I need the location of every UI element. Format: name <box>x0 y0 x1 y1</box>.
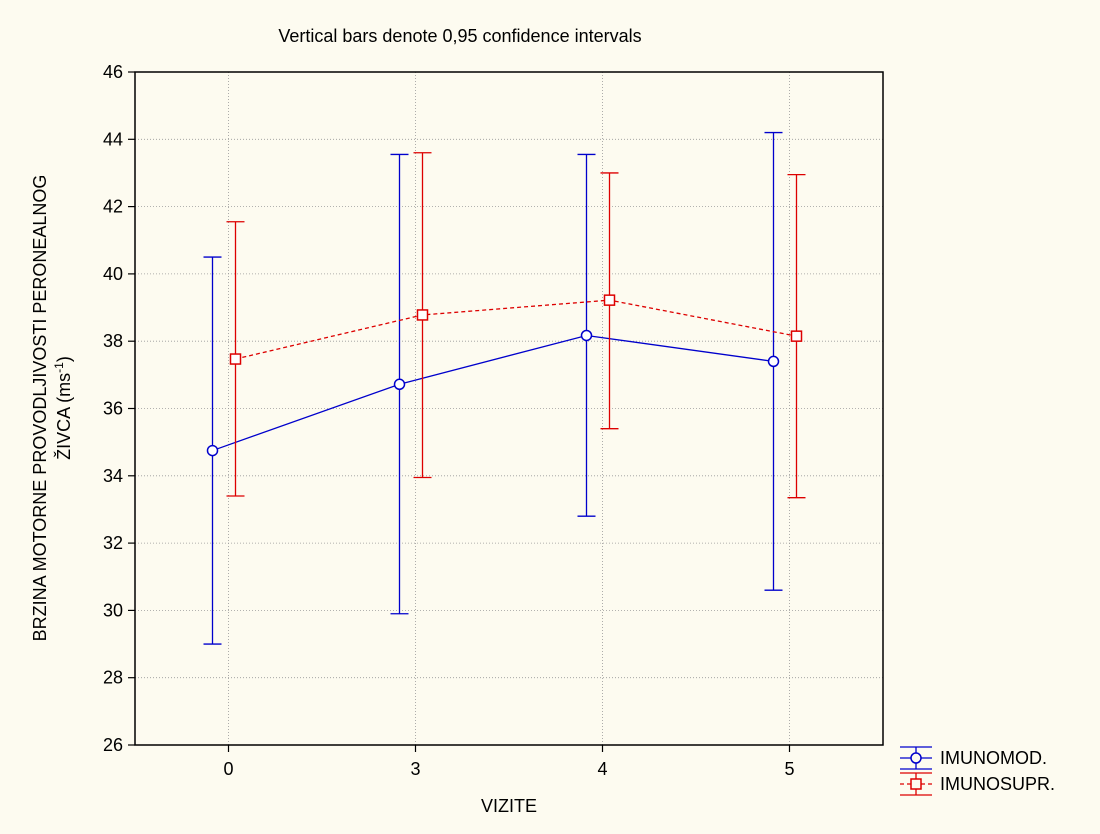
data-point <box>206 444 219 457</box>
legend-label: IMUNOSUPR. <box>940 774 1055 794</box>
x-tick-label: 3 <box>410 759 420 779</box>
x-tick-label: 4 <box>597 759 607 779</box>
series-line <box>212 334 774 452</box>
y-tick-label: 34 <box>103 466 123 486</box>
data-point <box>603 294 616 306</box>
y-tick-label: 38 <box>103 331 123 351</box>
x-axis: 0 3 4 5 <box>223 745 795 779</box>
y-tick-label: 28 <box>103 668 123 688</box>
series-layer <box>203 131 806 645</box>
y-tick-label: 44 <box>103 129 123 149</box>
chart-title: Vertical bars denote 0,95 confidence int… <box>278 26 641 46</box>
data-point <box>580 329 593 342</box>
legend-label: IMUNOMOD. <box>940 748 1047 768</box>
y-axis-label-superscript: -1 <box>52 362 66 373</box>
x-tick-label: 5 <box>784 759 794 779</box>
series-line <box>235 299 797 360</box>
legend: IMUNOMOD. IMUNOSUPR. <box>900 746 1055 796</box>
series-imunosupr <box>226 152 806 499</box>
y-axis-label-line2: ŽIVCA (ms-1) <box>52 356 74 460</box>
series-imunomod <box>203 131 783 645</box>
y-axis-label: BRZINA MOTORNE PROVODLJIVOSTI PERONEALNO… <box>30 175 74 642</box>
y-axis: 26 28 30 32 34 36 38 40 42 44 46 <box>103 62 135 755</box>
y-tick-label: 26 <box>103 735 123 755</box>
y-tick-label: 36 <box>103 399 123 419</box>
data-point <box>393 378 406 391</box>
y-tick-label: 42 <box>103 197 123 217</box>
y-axis-label-line2-prefix: ŽIVCA (ms <box>54 373 74 460</box>
y-axis-label-line2-suffix: ) <box>54 356 74 362</box>
data-point <box>416 309 429 321</box>
legend-marker <box>910 752 922 764</box>
y-tick-label: 40 <box>103 264 123 284</box>
legend-item: IMUNOMOD. <box>900 746 1047 770</box>
x-tick-label: 0 <box>223 759 233 779</box>
data-point <box>790 330 803 342</box>
y-tick-label: 32 <box>103 533 123 553</box>
plot-frame <box>134 71 884 746</box>
legend-item: IMUNOSUPR. <box>900 772 1055 796</box>
x-axis-label: VIZITE <box>481 796 537 816</box>
grid <box>135 72 883 745</box>
y-tick-label: 46 <box>103 62 123 82</box>
data-point <box>229 353 242 365</box>
y-axis-label-line1: BRZINA MOTORNE PROVODLJIVOSTI PERONEALNO… <box>30 175 50 642</box>
y-tick-label: 30 <box>103 600 123 620</box>
data-point <box>767 355 780 368</box>
legend-marker <box>910 778 922 790</box>
